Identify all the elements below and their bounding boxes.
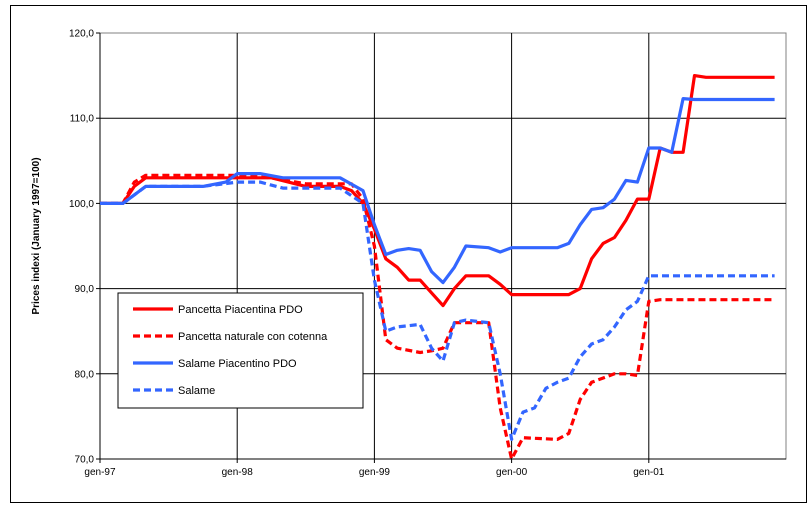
y-tick-label: 80,0 [75, 369, 95, 380]
series-lines [100, 74, 775, 461]
x-tick-label: gen-00 [496, 467, 528, 478]
legend-label-0: Pancetta Piacentina PDO [178, 304, 303, 316]
chart-frame: 70,0 80,0 90,0 100,0 110,0 120,0 gen-97 gen-98… [10, 5, 807, 503]
legend: Pancetta Piacentina PDO Pancetta naturale… [117, 292, 364, 409]
y-axis-ticks: 70,0 80,0 90,0 100,0 110,0 120,0 [69, 29, 101, 466]
x-tick-label: gen-01 [633, 467, 665, 478]
series-line-2 [100, 97, 775, 285]
legend-label-1: Pancetta naturale con cotenna [178, 331, 328, 343]
x-tick-label: gen-98 [222, 467, 254, 478]
y-tick-label: 100,0 [69, 199, 94, 210]
y-tick-label: 120,0 [69, 29, 94, 40]
legend-label-3: Salame [178, 385, 215, 397]
x-tick-label: gen-99 [359, 467, 391, 478]
x-axis-ticks: gen-97 gen-98 gen-99 gen-00 gen-01 [84, 458, 786, 478]
y-tick-label: 90,0 [75, 284, 95, 295]
y-tick-label: 70,0 [75, 455, 95, 466]
legend-label-2: Salame Piacentino PDO [178, 358, 297, 370]
line-chart: 70,0 80,0 90,0 100,0 110,0 120,0 gen-97 gen-98… [31, 29, 787, 478]
x-tick-label: gen-97 [84, 467, 116, 478]
y-tick-label: 110,0 [70, 114, 95, 125]
series-line-3 [100, 180, 775, 441]
y-axis-label: Prices indexi (January 1997=100) [31, 157, 42, 314]
